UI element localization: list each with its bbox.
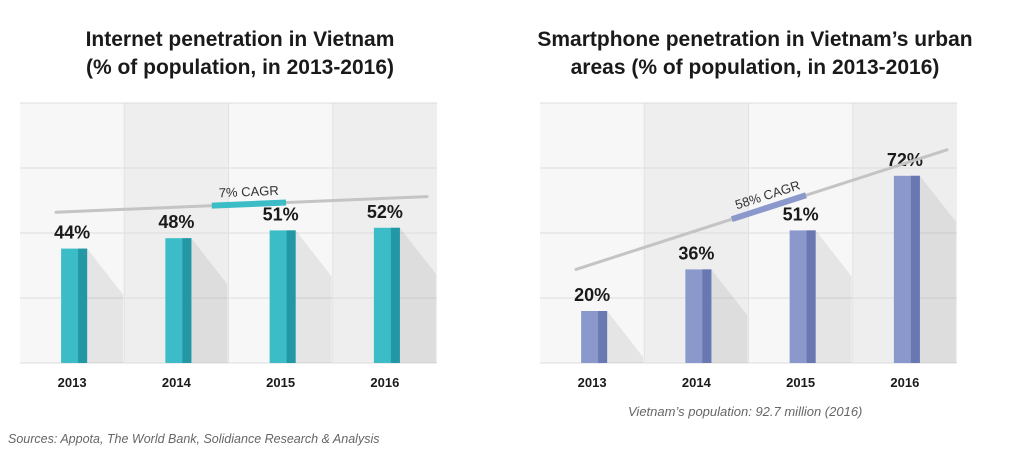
smartphone-bar-side	[910, 175, 920, 363]
internet-bar-shadow	[295, 230, 332, 363]
smartphone-bar-shadow	[815, 230, 852, 363]
smartphone-x-tick-label: 2013	[578, 375, 607, 390]
internet-bar-side	[390, 227, 400, 363]
internet-x-tick-label: 2014	[162, 375, 192, 390]
internet-bar-side	[286, 230, 296, 363]
smartphone-bar-value-label: 20%	[574, 285, 610, 305]
population-note: Vietnam’s population: 92.7 million (2016…	[628, 404, 863, 419]
smartphone-title-line1: Smartphone penetration in Vietnam’s urba…	[537, 28, 973, 51]
internet-bar-value-label: 44%	[54, 223, 90, 243]
internet-bar-shadow	[191, 238, 228, 363]
smartphone-x-tick-label: 2016	[890, 375, 919, 390]
smartphone-x-tick-label: 2014	[682, 375, 712, 390]
smartphone-bar-value-label: 36%	[678, 243, 714, 263]
internet-bar-value-label: 48%	[158, 212, 194, 232]
internet-bar-shadow	[87, 248, 124, 363]
internet-x-tick-label: 2013	[58, 375, 87, 390]
smartphone-bar-shadow	[919, 175, 956, 363]
sources-note: Sources: Appota, The World Bank, Solidia…	[8, 432, 380, 446]
smartphone-trend-highlight	[730, 192, 807, 223]
smartphone-bar-shadow	[607, 311, 644, 363]
internet-title-line2: (% of population, in 2013-2016)	[85, 56, 395, 79]
internet-bar-value-label: 51%	[263, 204, 299, 224]
internet-x-tick-label: 2016	[370, 375, 399, 390]
internet-penetration-chart: 44% 2013 48% 2014 51% 2015 52% 2016 7% CAGR	[20, 102, 437, 390]
internet-title-line1: Internet penetration in Vietnam	[85, 28, 395, 51]
smartphone-chart-title: Smartphone penetration in Vietnam’s urba…	[520, 26, 990, 82]
internet-bar-shadow	[399, 227, 436, 363]
internet-x-tick-label: 2015	[266, 375, 295, 390]
smartphone-x-tick-label: 2015	[786, 375, 815, 390]
internet-bar-side	[78, 248, 88, 363]
smartphone-bar-side	[806, 230, 816, 363]
internet-bar-value-label: 52%	[367, 202, 403, 222]
smartphone-title-line2: areas (% of population, in 2013-2016)	[570, 56, 940, 79]
internet-cagr-label: 7% CAGR	[218, 183, 279, 201]
internet-chart-title: Internet penetration in Vietnam (% of po…	[20, 26, 460, 82]
smartphone-bar-side	[702, 269, 712, 363]
internet-bar-side	[182, 238, 192, 363]
smartphone-bar-shadow	[711, 269, 748, 363]
smartphone-bar-side	[598, 311, 608, 363]
internet-trend-highlight	[211, 199, 287, 209]
smartphone-bar-value-label: 51%	[783, 204, 819, 224]
